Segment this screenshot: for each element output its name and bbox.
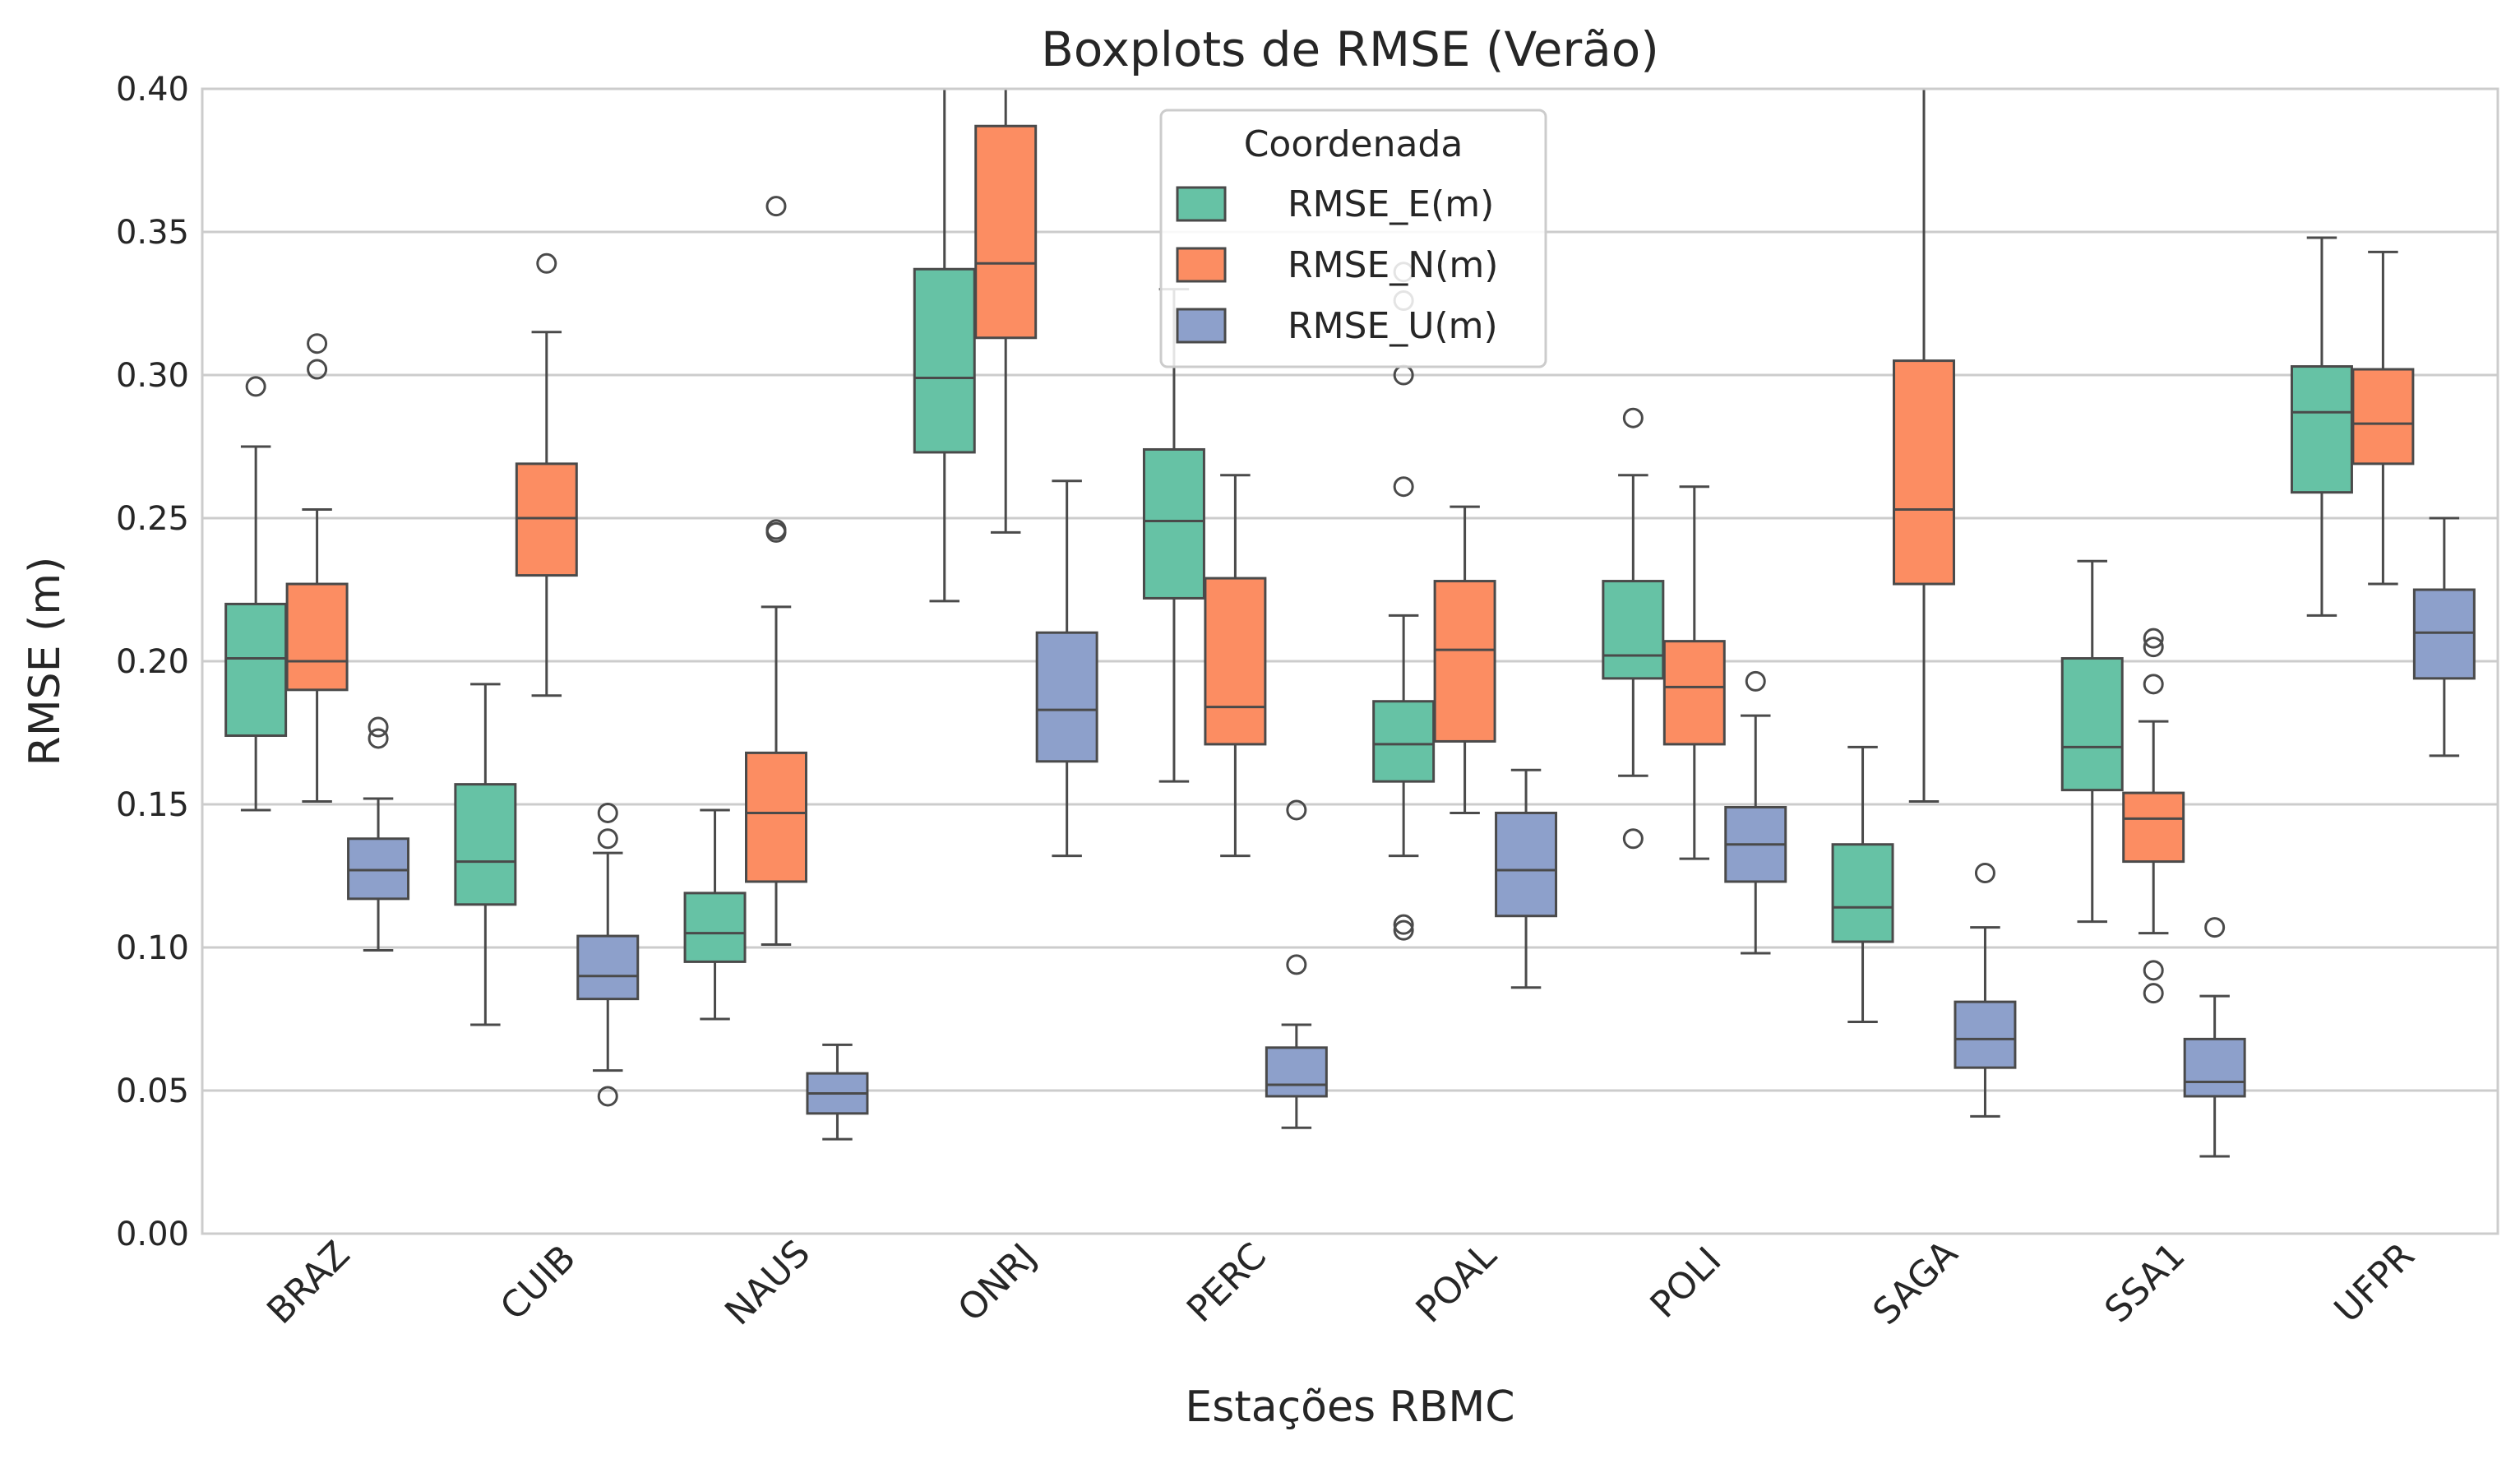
outlier-point (1622, 407, 1644, 428)
box-rmse-u-m-perc (1265, 1046, 1328, 1098)
chart-title: Boxplots de RMSE (Verão) (1041, 21, 1659, 77)
box-rmse-u-m-ssa1 (2183, 1037, 2246, 1098)
y-tick-label: 0.25 (116, 500, 189, 538)
outlier-point (1974, 863, 1995, 884)
box-rmse-e-m-onrj (913, 267, 976, 454)
x-tick-label: ONRJ (950, 1235, 1045, 1330)
x-tick-label: CUIB (492, 1237, 584, 1328)
box-rmse-n-m-ufpr (2351, 368, 2415, 465)
box-rmse-n-m-cuib (515, 462, 578, 577)
box-rmse-u-m-poal (1495, 811, 1558, 918)
outlier-point (2143, 637, 2164, 658)
x-tick-label: SSA1 (2097, 1234, 2193, 1331)
outlier-point (1393, 914, 1414, 935)
outlier-point (368, 716, 389, 738)
outlier-point (2204, 917, 2226, 938)
legend-label: RMSE_U(m) (1288, 305, 1498, 347)
outlier-point (1393, 919, 1414, 941)
box-group-ssa1 (2060, 559, 2246, 1158)
x-tick-label: NAUS (717, 1232, 818, 1333)
outlier-point (2143, 628, 2164, 649)
box-rmse-n-m-braz (285, 582, 349, 692)
outlier-point (1745, 670, 1766, 692)
outlier-point (536, 252, 557, 274)
box-group-poal (1372, 262, 1558, 989)
box-group-braz (224, 333, 410, 952)
box-rmse-n-m-poal (1433, 580, 1496, 743)
y-tick-label: 0.05 (116, 1072, 189, 1110)
x-tick-label: POAL (1408, 1234, 1505, 1332)
outlier-point (2143, 983, 2164, 1004)
box-rmse-e-m-naus (683, 892, 747, 963)
outlier-point (307, 333, 328, 354)
outlier-point (2143, 960, 2164, 981)
outlier-point (245, 376, 266, 397)
box-rmse-e-m-poli (1602, 580, 1665, 680)
y-tick-label: 0.30 (116, 357, 189, 395)
box-rmse-e-m-ssa1 (2060, 657, 2124, 792)
box-rmse-u-m-cuib (576, 934, 640, 1001)
outlier-point (765, 519, 787, 540)
y-tick-label: 0.15 (116, 786, 189, 824)
box-group-saga (1831, 89, 2017, 1118)
box-group-poli (1602, 407, 1787, 955)
x-tick-label: PERC (1179, 1235, 1274, 1331)
box-rmse-e-m-perc (1142, 447, 1205, 600)
box-rmse-n-m-poli (1662, 640, 1726, 746)
y-tick-label: 0.00 (116, 1216, 189, 1253)
y-axis-title: RMSE (m) (21, 557, 70, 767)
box-rmse-e-m-saga (1831, 843, 1894, 943)
box-rmse-e-m-poal (1372, 700, 1436, 783)
x-tick-label: SAGA (1865, 1232, 1966, 1333)
box-rmse-n-m-saga (1893, 359, 1955, 586)
outlier-point (765, 196, 787, 217)
y-tick-label: 0.10 (116, 929, 189, 967)
box-rmse-u-m-ufpr (2412, 588, 2476, 680)
x-tick-label: UFPR (2327, 1234, 2423, 1331)
legend-title: Coordenada (1244, 123, 1463, 165)
outlier-point (2143, 674, 2164, 695)
y-tick-label: 0.40 (116, 71, 189, 109)
legend-swatch (1176, 247, 1227, 283)
legend-swatch (1176, 308, 1227, 344)
legend: Coordenada RMSE_E(m) RMSE_N(m) RMSE_U(m) (1159, 109, 1547, 368)
outlier-point (307, 359, 328, 380)
box-rmse-n-m-naus (745, 751, 807, 883)
box-rmse-e-m-ufpr (2290, 365, 2353, 494)
outlier-point (597, 802, 618, 823)
box-group-cuib (454, 252, 640, 1107)
y-tick-label: 0.35 (116, 214, 189, 252)
box-rmse-n-m-perc (1204, 577, 1267, 746)
plot-frame (201, 87, 2499, 1235)
box-group-naus (683, 196, 869, 1141)
box-rmse-u-m-onrj (1035, 631, 1098, 763)
legend-items: RMSE_E(m) RMSE_N(m) RMSE_U(m) (1176, 183, 1498, 347)
legend-swatch (1176, 186, 1227, 222)
x-tick-label: POLI (1643, 1239, 1730, 1327)
legend-frame (1159, 109, 1547, 368)
outlier-point (597, 1086, 618, 1107)
outlier-point (1393, 476, 1414, 498)
box-rmse-e-m-braz (224, 602, 288, 737)
outlier-point (1286, 799, 1307, 821)
box-rmse-n-m-onrj (974, 124, 1038, 340)
outlier-point (368, 728, 389, 749)
outlier-point (597, 828, 618, 850)
box-rmse-n-m-ssa1 (2122, 791, 2185, 864)
outlier-point (1286, 954, 1307, 975)
x-axis-title: Estações RBMC (1185, 1383, 1514, 1432)
legend-label: RMSE_N(m) (1288, 244, 1498, 286)
box-rmse-u-m-braz (347, 837, 410, 901)
y-tick-label: 0.20 (116, 643, 189, 681)
box-rmse-e-m-cuib (454, 783, 517, 906)
x-tick-label: BRAZ (259, 1234, 358, 1332)
box-rmse-u-m-saga (1954, 1000, 2017, 1069)
outlier-point (1622, 828, 1644, 850)
legend-label: RMSE_E(m) (1288, 183, 1494, 225)
box-group-ufpr (2290, 236, 2476, 757)
box-group-onrj (913, 89, 1098, 858)
